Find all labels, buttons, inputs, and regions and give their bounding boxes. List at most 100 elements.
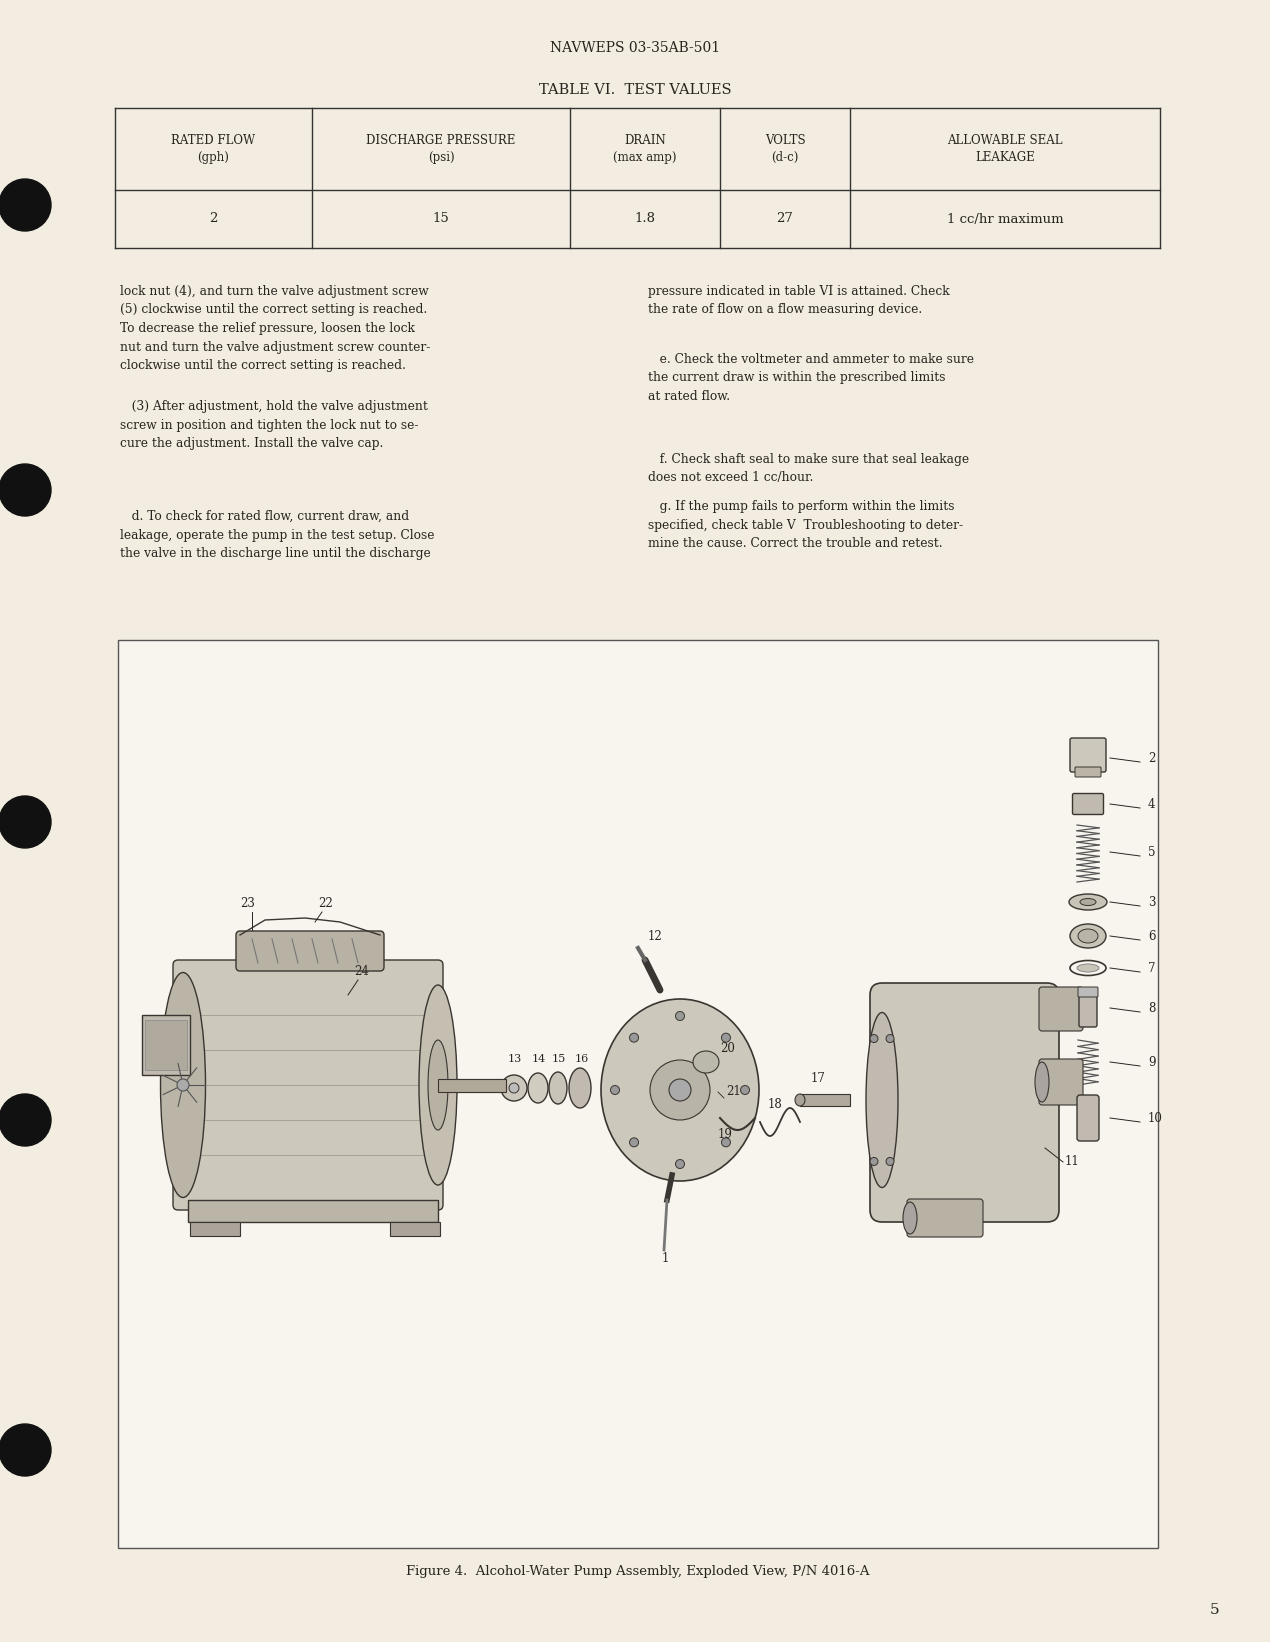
- FancyBboxPatch shape: [1080, 988, 1097, 1026]
- Text: 20: 20: [720, 1043, 735, 1056]
- Ellipse shape: [601, 998, 759, 1181]
- Text: 18: 18: [767, 1098, 782, 1112]
- Ellipse shape: [1077, 964, 1099, 972]
- Text: 3: 3: [1148, 895, 1156, 908]
- Circle shape: [0, 1094, 51, 1146]
- Circle shape: [0, 796, 51, 847]
- Text: pressure indicated in table VI is attained. Check
the rate of flow on a flow mea: pressure indicated in table VI is attain…: [648, 286, 950, 317]
- Text: 5: 5: [1210, 1603, 1219, 1617]
- Text: 1.8: 1.8: [635, 212, 655, 225]
- Text: NAVWEPS 03-35AB-501: NAVWEPS 03-35AB-501: [550, 41, 720, 54]
- Bar: [118, 640, 1158, 1548]
- FancyBboxPatch shape: [1078, 987, 1099, 997]
- Text: e. Check the voltmeter and ammeter to make sure
the current draw is within the p: e. Check the voltmeter and ammeter to ma…: [648, 353, 974, 402]
- FancyBboxPatch shape: [1039, 987, 1083, 1031]
- Ellipse shape: [669, 1079, 691, 1102]
- Text: 14: 14: [532, 1054, 546, 1064]
- Text: 19: 19: [718, 1128, 733, 1141]
- Circle shape: [0, 465, 51, 516]
- Bar: [438, 1079, 505, 1092]
- Bar: [188, 1200, 438, 1222]
- Text: TABLE VI.  TEST VALUES: TABLE VI. TEST VALUES: [538, 84, 732, 97]
- Text: g. If the pump fails to perform within the limits
specified, check table V  Trou: g. If the pump fails to perform within t…: [648, 501, 963, 550]
- Text: lock nut (4), and turn the valve adjustment screw
(5) clockwise until the correc: lock nut (4), and turn the valve adjustm…: [119, 286, 431, 373]
- Text: 2: 2: [210, 212, 217, 225]
- Text: 6: 6: [1148, 929, 1156, 943]
- Ellipse shape: [721, 1138, 730, 1146]
- Ellipse shape: [886, 1158, 894, 1166]
- Ellipse shape: [428, 1039, 448, 1130]
- Ellipse shape: [1078, 929, 1099, 943]
- Text: 21: 21: [726, 1085, 740, 1098]
- Ellipse shape: [870, 1034, 878, 1043]
- FancyBboxPatch shape: [907, 1199, 983, 1236]
- Text: 9: 9: [1148, 1056, 1156, 1069]
- FancyBboxPatch shape: [1071, 737, 1106, 772]
- Text: DISCHARGE PRESSURE
(psi): DISCHARGE PRESSURE (psi): [366, 135, 516, 164]
- Ellipse shape: [500, 1076, 527, 1102]
- Ellipse shape: [611, 1085, 620, 1095]
- Text: 16: 16: [575, 1054, 589, 1064]
- FancyBboxPatch shape: [1074, 767, 1101, 777]
- Text: 2: 2: [1148, 752, 1156, 765]
- Text: 15: 15: [552, 1054, 566, 1064]
- Text: 13: 13: [508, 1054, 522, 1064]
- Text: RATED FLOW
(gph): RATED FLOW (gph): [171, 135, 255, 164]
- Ellipse shape: [509, 1084, 519, 1094]
- Text: (3) After adjustment, hold the valve adjustment
screw in position and tighten th: (3) After adjustment, hold the valve adj…: [119, 401, 428, 450]
- Ellipse shape: [866, 1013, 898, 1187]
- Text: 23: 23: [240, 897, 255, 910]
- Text: d. To check for rated flow, current draw, and
leakage, operate the pump in the t: d. To check for rated flow, current draw…: [119, 511, 434, 560]
- Text: 10: 10: [1148, 1112, 1163, 1125]
- FancyBboxPatch shape: [173, 961, 443, 1210]
- Text: 22: 22: [319, 897, 333, 910]
- Bar: [190, 1222, 240, 1236]
- Text: 15: 15: [433, 212, 450, 225]
- Ellipse shape: [1071, 924, 1106, 947]
- Bar: [145, 1020, 187, 1071]
- Text: f. Check shaft seal to make sure that seal leakage
does not exceed 1 cc/hour.: f. Check shaft seal to make sure that se…: [648, 453, 969, 484]
- FancyBboxPatch shape: [1077, 1095, 1099, 1141]
- Ellipse shape: [676, 1159, 685, 1169]
- Text: 12: 12: [648, 929, 663, 943]
- Text: 1: 1: [662, 1251, 669, 1264]
- Ellipse shape: [630, 1138, 639, 1146]
- Ellipse shape: [569, 1067, 591, 1108]
- Ellipse shape: [177, 1079, 189, 1090]
- Ellipse shape: [693, 1051, 719, 1072]
- Ellipse shape: [1069, 893, 1107, 910]
- Ellipse shape: [1035, 1062, 1049, 1102]
- Circle shape: [0, 1424, 51, 1476]
- Ellipse shape: [419, 985, 457, 1186]
- Bar: [142, 1015, 190, 1076]
- Ellipse shape: [795, 1094, 805, 1107]
- Text: 17: 17: [810, 1072, 826, 1085]
- Ellipse shape: [528, 1072, 547, 1103]
- Ellipse shape: [721, 1033, 730, 1043]
- Text: 4: 4: [1148, 798, 1156, 811]
- Circle shape: [0, 179, 51, 232]
- Ellipse shape: [740, 1085, 749, 1095]
- Ellipse shape: [650, 1061, 710, 1120]
- Ellipse shape: [886, 1034, 894, 1043]
- Bar: [390, 1222, 439, 1236]
- Bar: [800, 1094, 850, 1107]
- Ellipse shape: [630, 1033, 639, 1043]
- FancyBboxPatch shape: [870, 984, 1059, 1222]
- Text: 8: 8: [1148, 1002, 1156, 1015]
- FancyBboxPatch shape: [236, 931, 384, 970]
- Ellipse shape: [870, 1158, 878, 1166]
- FancyBboxPatch shape: [1072, 793, 1104, 814]
- Ellipse shape: [549, 1072, 566, 1103]
- Ellipse shape: [1080, 898, 1096, 905]
- Text: 5: 5: [1148, 846, 1156, 859]
- Text: DRAIN
(max amp): DRAIN (max amp): [613, 135, 677, 164]
- Text: 27: 27: [776, 212, 794, 225]
- Text: ALLOWABLE SEAL
LEAKAGE: ALLOWABLE SEAL LEAKAGE: [947, 135, 1063, 164]
- FancyBboxPatch shape: [1039, 1059, 1083, 1105]
- Text: 7: 7: [1148, 962, 1156, 974]
- Ellipse shape: [903, 1202, 917, 1235]
- Text: Figure 4.  Alcohol-Water Pump Assembly, Exploded View, P/N 4016-A: Figure 4. Alcohol-Water Pump Assembly, E…: [406, 1565, 870, 1578]
- Text: 1 cc/hr maximum: 1 cc/hr maximum: [946, 212, 1063, 225]
- Text: VOLTS
(d-c): VOLTS (d-c): [765, 135, 805, 164]
